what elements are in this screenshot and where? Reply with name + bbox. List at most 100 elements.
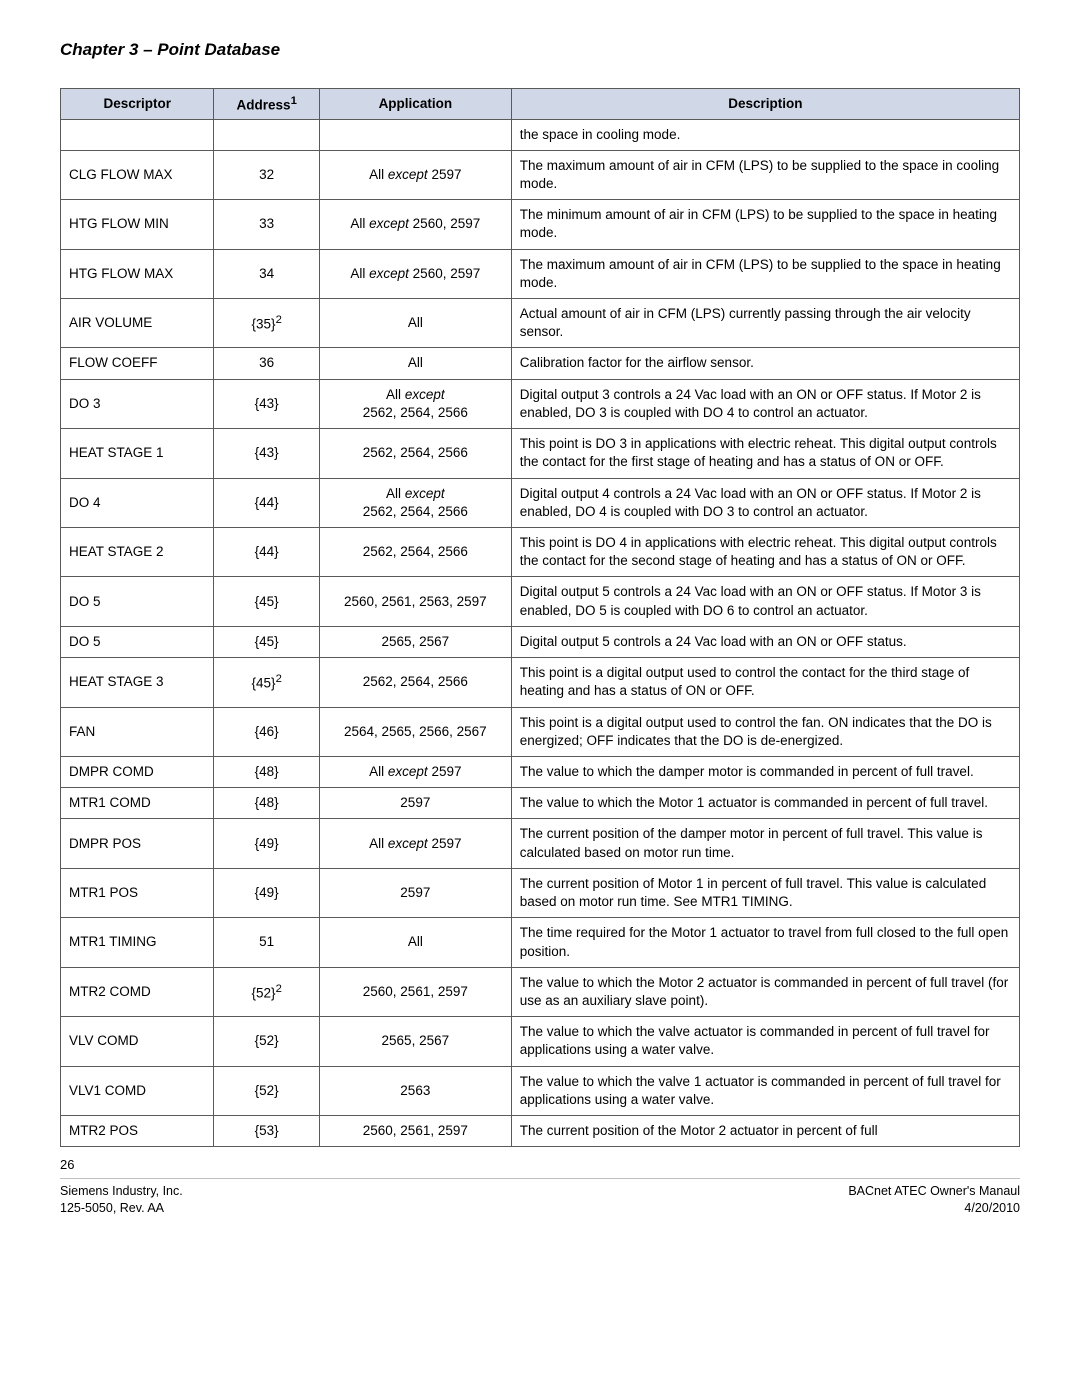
cell-description: The current position of the damper motor… [511, 819, 1019, 868]
cell-descriptor: HEAT STAGE 3 [61, 658, 214, 707]
table-row: DO 5{45}2565, 2567Digital output 5 contr… [61, 626, 1020, 657]
table-row: DMPR POS{49}All except 2597The current p… [61, 819, 1020, 868]
cell-address: {44} [214, 478, 319, 527]
cell-application: 2560, 2561, 2597 [319, 1116, 511, 1147]
app-except: except [388, 167, 428, 182]
cell-description: The minimum amount of air in CFM (LPS) t… [511, 200, 1019, 249]
cell-description: Digital output 4 controls a 24 Vac load … [511, 478, 1019, 527]
table-row: HEAT STAGE 3{45}22562, 2564, 2566This po… [61, 658, 1020, 707]
app-except: except [369, 266, 409, 281]
cell-application: 2563 [319, 1066, 511, 1115]
cell-application: 2562, 2564, 2566 [319, 528, 511, 577]
cell-description: Digital output 5 controls a 24 Vac load … [511, 626, 1019, 657]
cell-description: Actual amount of air in CFM (LPS) curren… [511, 299, 1019, 348]
table-row: HTG FLOW MIN33All except 2560, 2597The m… [61, 200, 1020, 249]
cell-description: Digital output 3 controls a 24 Vac load … [511, 379, 1019, 428]
table-row: MTR1 POS{49}2597The current position of … [61, 868, 1020, 917]
app-prefix: All [386, 486, 405, 501]
cell-application: 2560, 2561, 2597 [319, 967, 511, 1016]
cell-descriptor: DO 3 [61, 379, 214, 428]
table-row: VLV1 COMD{52}2563The value to which the … [61, 1066, 1020, 1115]
app-prefix: All [369, 764, 388, 779]
cell-address: 32 [214, 150, 319, 199]
cell-description: The time required for the Motor 1 actuat… [511, 918, 1019, 967]
cell-descriptor: DO 4 [61, 478, 214, 527]
cell-descriptor: CLG FLOW MAX [61, 150, 214, 199]
cell-application: All except 2597 [319, 756, 511, 787]
cell-descriptor: VLV COMD [61, 1017, 214, 1066]
cell-descriptor: DMPR POS [61, 819, 214, 868]
cell-description: The value to which the Motor 2 actuator … [511, 967, 1019, 1016]
cell-address: 36 [214, 348, 319, 379]
cell-application: 2597 [319, 788, 511, 819]
footer-company: Siemens Industry, Inc. [60, 1183, 183, 1200]
address-sup: 2 [276, 983, 282, 995]
app-suffix: 2560, 2597 [409, 216, 480, 231]
table-row: FLOW COEFF36AllCalibration factor for th… [61, 348, 1020, 379]
table-row: HEAT STAGE 1{43}2562, 2564, 2566This poi… [61, 429, 1020, 478]
cell-address: {45} [214, 626, 319, 657]
cell-descriptor: DO 5 [61, 577, 214, 626]
cell-application: All except 2560, 2597 [319, 249, 511, 298]
cell-application: All [319, 918, 511, 967]
cell-application: 2560, 2561, 2563, 2597 [319, 577, 511, 626]
cell-description: The current position of Motor 1 in perce… [511, 868, 1019, 917]
cell-descriptor: HEAT STAGE 1 [61, 429, 214, 478]
app-except: except [405, 486, 445, 501]
cell-description: The value to which the valve actuator is… [511, 1017, 1019, 1066]
footer-docnum: 125-5050, Rev. AA [60, 1200, 183, 1217]
table-row: CLG FLOW MAX32 All except 2597 The maximum… [61, 150, 1020, 199]
cell-address: {43} [214, 379, 319, 428]
app-prefix: All [369, 836, 388, 851]
table-row: HTG FLOW MAX34All except 2560, 2597The m… [61, 249, 1020, 298]
cell-address: {52} [214, 1017, 319, 1066]
cell-application: All except2562, 2564, 2566 [319, 379, 511, 428]
app-suffix: 2560, 2597 [409, 266, 480, 281]
cell-address: 34 [214, 249, 319, 298]
cell-application: 2597 [319, 868, 511, 917]
cell-description: Calibration factor for the airflow senso… [511, 348, 1019, 379]
cell-address: {46} [214, 707, 319, 756]
cell-address: {52}2 [214, 967, 319, 1016]
cell-descriptor: MTR2 POS [61, 1116, 214, 1147]
cell-application: All except 2560, 2597 [319, 200, 511, 249]
table-row: MTR2 COMD{52}22560, 2561, 2597The value … [61, 967, 1020, 1016]
cell-descriptor: HTG FLOW MIN [61, 200, 214, 249]
address-base: {35} [252, 316, 276, 331]
app-except: except [388, 836, 428, 851]
cell-address: {49} [214, 868, 319, 917]
app-suffix: 2597 [428, 836, 462, 851]
page-number: 26 [60, 1157, 1020, 1172]
cell-descriptor: AIR VOLUME [61, 299, 214, 348]
cell-address: {35}2 [214, 299, 319, 348]
cell-address: {52} [214, 1066, 319, 1115]
cell-description: The maximum amount of air in CFM (LPS) t… [511, 150, 1019, 199]
table-row: MTR1 COMD{48}2597The value to which the … [61, 788, 1020, 819]
th-description: Description [511, 89, 1019, 120]
address-sup: 2 [276, 673, 282, 685]
table-row: HEAT STAGE 2{44}2562, 2564, 2566This poi… [61, 528, 1020, 577]
cell-description: This point is a digital output used to c… [511, 658, 1019, 707]
table-row: DO 3{43}All except2562, 2564, 2566Digita… [61, 379, 1020, 428]
cell-address: {53} [214, 1116, 319, 1147]
app-except: except [369, 216, 409, 231]
cell-descriptor: FLOW COEFF [61, 348, 214, 379]
cell-descriptor: DMPR COMD [61, 756, 214, 787]
cell-description: This point is DO 4 in applications with … [511, 528, 1019, 577]
cell-descriptor: VLV1 COMD [61, 1066, 214, 1115]
cell-address: {45}2 [214, 658, 319, 707]
table-row: the space in cooling mode. [61, 119, 1020, 150]
table-row: MTR2 POS{53}2560, 2561, 2597The current … [61, 1116, 1020, 1147]
table-row: DMPR COMD{48}All except 2597The value to… [61, 756, 1020, 787]
th-address: Address1 [214, 89, 319, 120]
table-row: AIR VOLUME{35}2AllActual amount of air i… [61, 299, 1020, 348]
app-suffix: 2597 [428, 167, 462, 182]
table-row: DO 4{44}All except2562, 2564, 2566Digita… [61, 478, 1020, 527]
cell-description: Digital output 5 controls a 24 Vac load … [511, 577, 1019, 626]
cell-address: {48} [214, 756, 319, 787]
cell-application: 2565, 2567 [319, 1017, 511, 1066]
app-except: except [388, 764, 428, 779]
cell-address: 33 [214, 200, 319, 249]
app-prefix: All [369, 167, 388, 182]
cell-descriptor: HTG FLOW MAX [61, 249, 214, 298]
